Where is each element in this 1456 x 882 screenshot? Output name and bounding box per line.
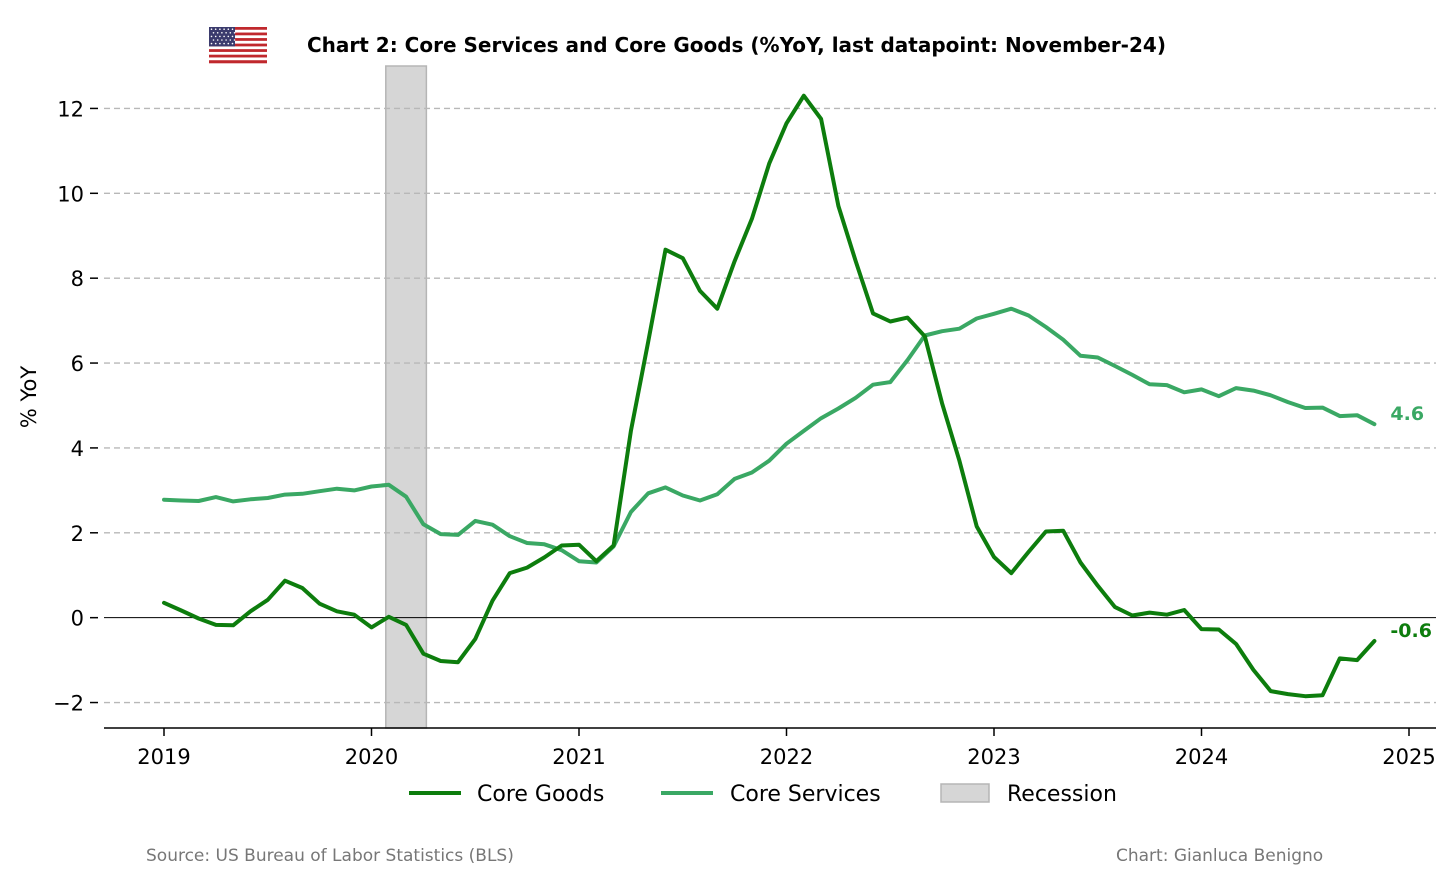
x-tick-label: 2021 [552,745,605,769]
flag-star [231,35,234,38]
flag-stripe [209,38,267,42]
legend-label-core-services: Core Services [730,782,881,807]
end-labels: 4.6 -0.6 [1390,403,1432,642]
flag-star [219,35,221,38]
x-tick-label: 2020 [345,745,398,769]
flag-canton [209,27,235,47]
flag-star [212,32,215,34]
flag-star [210,35,213,38]
flag-star [227,35,230,38]
flag-star [225,32,227,34]
flag-star [216,32,219,34]
y-tick-label: 0 [71,607,84,631]
flag-star [233,32,236,34]
flag-stripe [209,60,267,64]
y-tick-label: 8 [71,267,84,291]
axes: −2 0 2 4 6 8 10 12 2019 2020 2021 2022 2023 2024 2025 [53,97,1436,769]
flag-stripe [209,51,267,55]
chart-credit: Chart: Gianluca Benigno [1116,846,1323,866]
flag-stripe [209,35,267,39]
flag-star [227,28,230,31]
flag-star [227,42,230,45]
y-tick-label: 10 [57,182,84,206]
legend-swatch-recession [940,783,990,803]
x-tick-label: 2023 [967,745,1020,769]
flag-stripe [209,40,267,44]
flag-star [229,39,232,41]
x-tick-label: 2019 [137,745,190,769]
us-flag-icon [209,27,267,64]
gridlines [104,107,1436,704]
flag-stripe [209,43,267,47]
flag-star [219,28,221,31]
y-tick-label: 4 [71,437,84,461]
flag-stripe [209,46,267,50]
flag-stripe [209,54,267,58]
x-tick-label: 2022 [760,745,813,769]
flag-star [212,39,215,41]
flag-star [233,39,236,41]
flag-stripe [209,32,267,36]
legend: Core Goods Core Services Recession [409,782,1117,807]
flag-stripe [209,49,267,53]
x-tick-label: 2024 [1175,745,1228,769]
legend-label-recession: Recession [1007,782,1117,807]
y-tick-label: 2 [71,522,84,546]
flag-star [219,42,221,45]
flag-star [214,35,217,38]
flag-star [223,35,225,38]
flag-star [214,28,217,31]
y-tick-label: 12 [57,97,84,121]
flag-star [231,42,234,45]
flag-star [210,42,213,45]
end-label-core-goods: -0.6 [1390,620,1432,642]
flag-stripe [209,27,267,31]
flag-star [225,39,227,41]
flag-star [210,28,213,31]
series-line-core-services [162,306,1377,565]
flag-star [229,32,232,34]
flag-star [214,42,217,45]
y-tick-label: 6 [71,352,84,376]
flag-star [223,28,225,31]
flag-star [223,42,225,45]
y-axis-label: % YoY [17,366,41,429]
source-note: Source: US Bureau of Labor Statistics (B… [146,846,514,866]
legend-label-core-goods: Core Goods [477,782,604,807]
flag-star [221,32,223,34]
series-lines [162,93,1377,699]
flag-stripe [209,57,267,61]
flag-star [216,39,219,41]
y-tick-label: −2 [53,692,84,716]
end-label-core-services: 4.6 [1390,403,1424,425]
chart-title: Chart 2: Core Services and Core Goods (%… [307,33,1166,57]
x-tick-label: 2025 [1382,745,1435,769]
flag-stripe [209,29,267,33]
flag-star [231,28,234,31]
series-line-core-goods [162,93,1377,699]
flag-star [221,39,223,41]
